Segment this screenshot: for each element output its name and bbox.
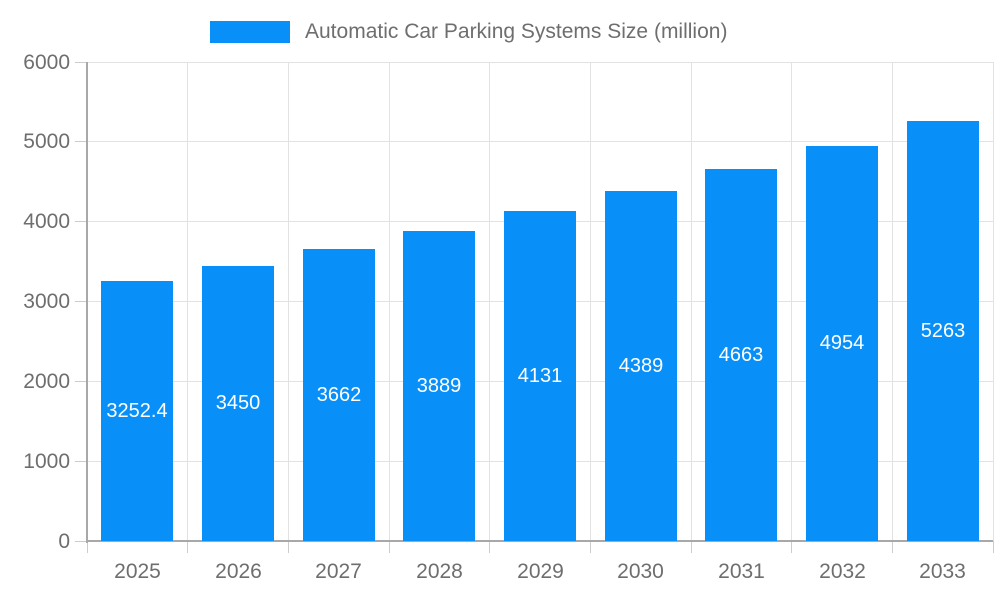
x-axis-tick — [791, 541, 793, 553]
x-axis-tick-label: 2033 — [919, 560, 966, 583]
y-axis-tick — [75, 540, 87, 542]
vertical-gridline — [992, 62, 994, 541]
y-axis-tick-label: 4000 — [23, 210, 70, 234]
y-axis-tick-label: 3000 — [23, 290, 70, 313]
horizontal-gridline — [87, 61, 993, 63]
x-axis-tick-label: 2025 — [114, 560, 161, 583]
x-axis-tick — [86, 541, 88, 553]
bar-value-label: 4131 — [517, 364, 563, 387]
bar-2029[interactable]: 4131 — [504, 211, 576, 541]
vertical-gridline — [589, 62, 591, 541]
x-axis-tick-label: 2027 — [315, 560, 362, 583]
x-axis-tick-label: 2032 — [819, 560, 866, 583]
y-axis-tick — [75, 460, 87, 462]
y-axis-tick-label: 5000 — [23, 130, 70, 154]
y-axis-tick-label: 1000 — [23, 449, 70, 473]
bar-2032[interactable]: 4954 — [806, 146, 878, 541]
y-axis-tick-label: 0 — [58, 529, 70, 553]
x-axis-tick — [589, 541, 591, 553]
x-axis-tick — [187, 541, 189, 553]
horizontal-gridline — [87, 141, 993, 143]
y-axis-tick — [75, 301, 87, 302]
y-axis-tick — [75, 141, 87, 143]
x-axis-line — [87, 540, 993, 542]
x-axis-tick-label: 2028 — [416, 560, 463, 583]
vertical-gridline — [891, 62, 893, 541]
legend[interactable]: Automatic Car Parking Systems Size (mill… — [210, 18, 727, 45]
bar-2025[interactable]: 3252.4 — [101, 281, 173, 541]
bar-value-label: 4389 — [618, 354, 664, 377]
x-axis-tick — [388, 541, 390, 553]
legend-label: Automatic Car Parking Systems Size (mill… — [305, 20, 728, 43]
x-axis-tick-label: 2030 — [617, 560, 664, 583]
bar-value-label: 4954 — [819, 332, 865, 354]
x-axis-tick-label: 2026 — [215, 560, 262, 583]
legend-swatch-icon — [210, 20, 290, 43]
y-axis-tick-label: 2000 — [23, 369, 70, 393]
vertical-gridline — [187, 62, 189, 541]
vertical-gridline — [791, 62, 793, 541]
bar-value-label: 3662 — [316, 383, 362, 406]
bar-2027[interactable]: 3662 — [303, 249, 375, 541]
bar-2026[interactable]: 3450 — [202, 266, 274, 541]
plot-area: 3252.4 3450 3662 3889 4131 4389 4663 4954 5263 — [75, 61, 994, 553]
y-axis-tick — [75, 380, 87, 382]
x-axis-tick-label: 2029 — [517, 560, 564, 583]
x-axis-tick — [287, 541, 289, 553]
x-axis-tick — [992, 541, 994, 553]
bar-2028[interactable]: 3889 — [403, 231, 475, 541]
y-axis-tick — [75, 61, 87, 63]
vertical-gridline — [489, 62, 491, 541]
y-axis-line — [86, 62, 88, 543]
y-axis-tick — [75, 221, 87, 223]
x-axis-tick-label: 2031 — [718, 560, 765, 583]
bar-2031[interactable]: 4663 — [705, 169, 777, 541]
bar-value-label: 4663 — [718, 343, 764, 366]
bar-value-label: 3252.4 — [106, 399, 168, 422]
vertical-gridline — [388, 62, 390, 541]
vertical-gridline — [287, 62, 289, 541]
x-axis-tick — [690, 541, 692, 553]
x-axis-tick — [891, 541, 893, 553]
bar-2030[interactable]: 4389 — [605, 191, 677, 541]
bar-2033[interactable]: 5263 — [907, 121, 979, 541]
bar-value-label: 3889 — [416, 374, 462, 397]
bar-value-label: 3450 — [215, 392, 261, 414]
bar-value-label: 5263 — [920, 319, 966, 342]
y-axis-tick-label: 6000 — [23, 50, 70, 74]
x-axis-tick — [489, 541, 491, 553]
vertical-gridline — [690, 62, 692, 541]
